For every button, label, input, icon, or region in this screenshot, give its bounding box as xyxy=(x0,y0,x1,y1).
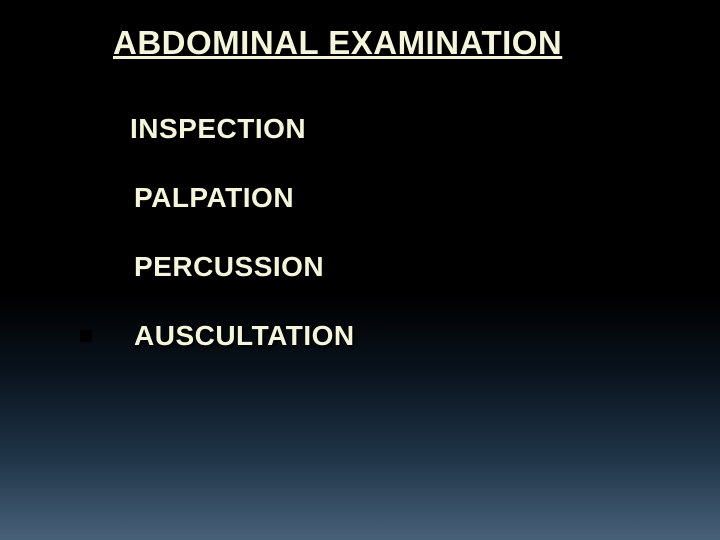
square-bullet-icon xyxy=(80,330,92,342)
list-item-label: AUSCULTATION xyxy=(134,320,355,352)
list-item: PERCUSSION xyxy=(80,251,355,283)
square-bullet-icon xyxy=(80,192,92,204)
list-item-label: PALPATION xyxy=(134,182,294,214)
list-item: INSPECTION xyxy=(80,113,355,145)
slide-title: ABDOMINAL EXAMINATION xyxy=(113,24,562,62)
bullet-list: INSPECTION PALPATION PERCUSSION AUSCULTA… xyxy=(80,113,355,389)
list-item-label: PERCUSSION xyxy=(134,251,324,283)
square-bullet-icon xyxy=(80,261,92,273)
list-item: AUSCULTATION xyxy=(80,320,355,352)
square-bullet-icon xyxy=(80,123,92,135)
list-item: PALPATION xyxy=(80,182,355,214)
list-item-label: INSPECTION xyxy=(130,113,306,145)
